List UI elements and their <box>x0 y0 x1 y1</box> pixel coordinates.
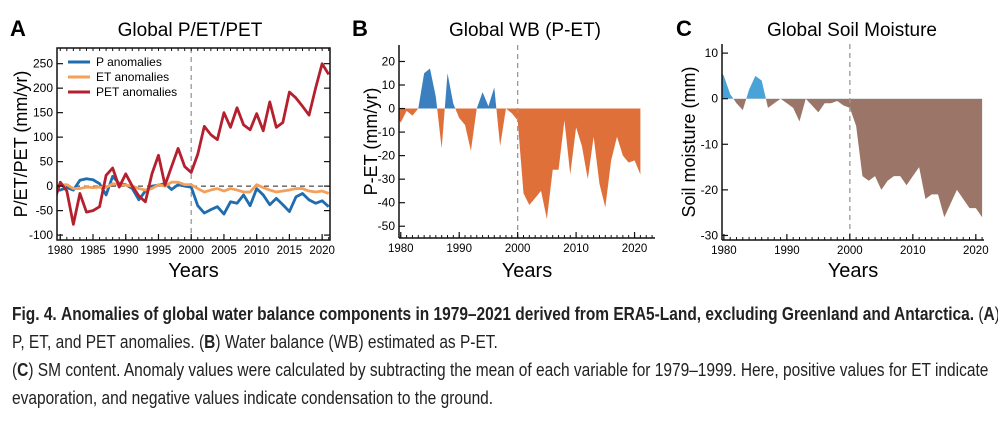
chart-title: Global Soil Moisture <box>767 20 937 41</box>
x-tick-label: 2005 <box>211 245 237 257</box>
x-tick-label: 2015 <box>277 245 303 257</box>
panel-letter: A <box>10 16 26 41</box>
y-axis-label: P-ET (mm/yr) <box>361 88 381 196</box>
panel-b: B Global WB (P-ET) Years P-ET (mm/yr) 1980 19… <box>352 16 655 282</box>
x-tick-label: 1990 <box>774 245 800 257</box>
legend-label: ET anomalies <box>96 70 169 84</box>
caption-a-text: P, ET, and PET anomalies. <box>12 332 195 352</box>
x-tick-label: 2010 <box>563 243 589 255</box>
plot-area <box>57 48 330 240</box>
x-tick-label: 1995 <box>146 245 172 257</box>
series-line-p <box>57 174 330 216</box>
y-tick-label: 10 <box>382 78 396 92</box>
panel-letter: C <box>676 16 692 41</box>
y-tick-label: 150 <box>33 106 53 120</box>
y-tick-label: -10 <box>701 137 719 151</box>
plot-area <box>722 44 983 240</box>
x-tick-label: 2010 <box>900 245 926 257</box>
caption-fig-label: Fig. 4. <box>12 304 57 324</box>
series-line-pet <box>57 62 330 226</box>
y-tick-label: 250 <box>33 57 53 71</box>
x-tick-label: 1980 <box>47 245 73 257</box>
caption-title: Anomalies of global water balance compon… <box>61 304 975 324</box>
y-tick-label: 10 <box>705 46 719 60</box>
negative-area-group <box>399 108 641 220</box>
x-tick-label: 1985 <box>80 245 106 257</box>
panel-letter: B <box>352 16 368 41</box>
y-tick-label: -20 <box>378 149 396 163</box>
chart-title: Global WB (P-ET) <box>449 20 601 41</box>
x-tick-label: 1990 <box>446 243 472 255</box>
y-axis-label: P/ET/PET (mm/yr) <box>11 71 31 218</box>
legend-label: PET anomalies <box>96 85 177 99</box>
caption-b-text: Water balance (WB) estimated as P-ET. <box>224 332 498 352</box>
y-tick-label: 0 <box>711 92 718 106</box>
figure-caption: Fig. 4. Anomalies of global water balanc… <box>12 304 998 408</box>
panel-a: A Global P/ET/PET Years P/ET/PET (mm/yr) P a… <box>10 16 335 282</box>
x-tick-label: 2010 <box>244 245 270 257</box>
y-tick-label: -100 <box>29 228 53 242</box>
y-tick-label: 0 <box>46 179 53 193</box>
caption-c-label: C <box>17 360 29 380</box>
plot-frame <box>56 47 331 241</box>
y-tick-label: -50 <box>36 204 54 218</box>
x-tick-label: 2000 <box>505 243 531 255</box>
series-line-et <box>57 180 330 195</box>
x-axis-label: Years <box>168 260 218 282</box>
y-tick-label: -30 <box>701 228 719 242</box>
caption-a-label: A <box>983 304 995 324</box>
positive-area <box>722 73 983 99</box>
positive-area-group <box>399 68 641 109</box>
y-tick-label: -20 <box>701 183 719 197</box>
y-tick-label: -50 <box>378 219 396 233</box>
x-tick-label: 1980 <box>711 245 737 257</box>
x-axis-label: Years <box>502 260 552 282</box>
positive-area-group <box>722 73 983 99</box>
negative-area <box>399 108 641 220</box>
x-tick-label: 2020 <box>963 245 989 257</box>
legend-label: P anomalies <box>96 55 162 69</box>
y-tick-label: 20 <box>382 54 396 68</box>
negative-area-group <box>722 98 983 218</box>
plot-area <box>399 45 641 238</box>
y-tick-label: -40 <box>378 196 396 210</box>
y-tick-label: 100 <box>33 130 53 144</box>
x-tick-label: 1980 <box>388 243 414 255</box>
chart-title: Global P/ET/PET <box>118 20 263 41</box>
y-tick-label: 50 <box>40 155 54 169</box>
positive-area <box>399 68 641 109</box>
caption-c-text: SM content. Anomaly values were calculat… <box>12 360 989 408</box>
y-tick-label: 200 <box>33 81 53 95</box>
x-tick-label: 2000 <box>178 245 204 257</box>
caption-b-label: B <box>204 332 216 352</box>
figure-charts: A Global P/ET/PET Years P/ET/PET (mm/yr) P a… <box>10 16 989 282</box>
negative-area <box>722 98 983 218</box>
panel-c: C Global Soil Moisture Years Soil moisture … <box>676 16 989 282</box>
y-axis-label: Soil moisture (mm) <box>679 66 699 217</box>
y-tick-label: -10 <box>378 125 396 139</box>
x-axis-label: Years <box>828 260 878 282</box>
y-tick-label: -30 <box>378 172 396 186</box>
x-tick-label: 2020 <box>622 243 648 255</box>
x-tick-label: 2020 <box>309 245 335 257</box>
x-tick-label: 2000 <box>837 245 863 257</box>
y-tick-label: 0 <box>388 102 395 116</box>
x-tick-label: 1990 <box>113 245 139 257</box>
